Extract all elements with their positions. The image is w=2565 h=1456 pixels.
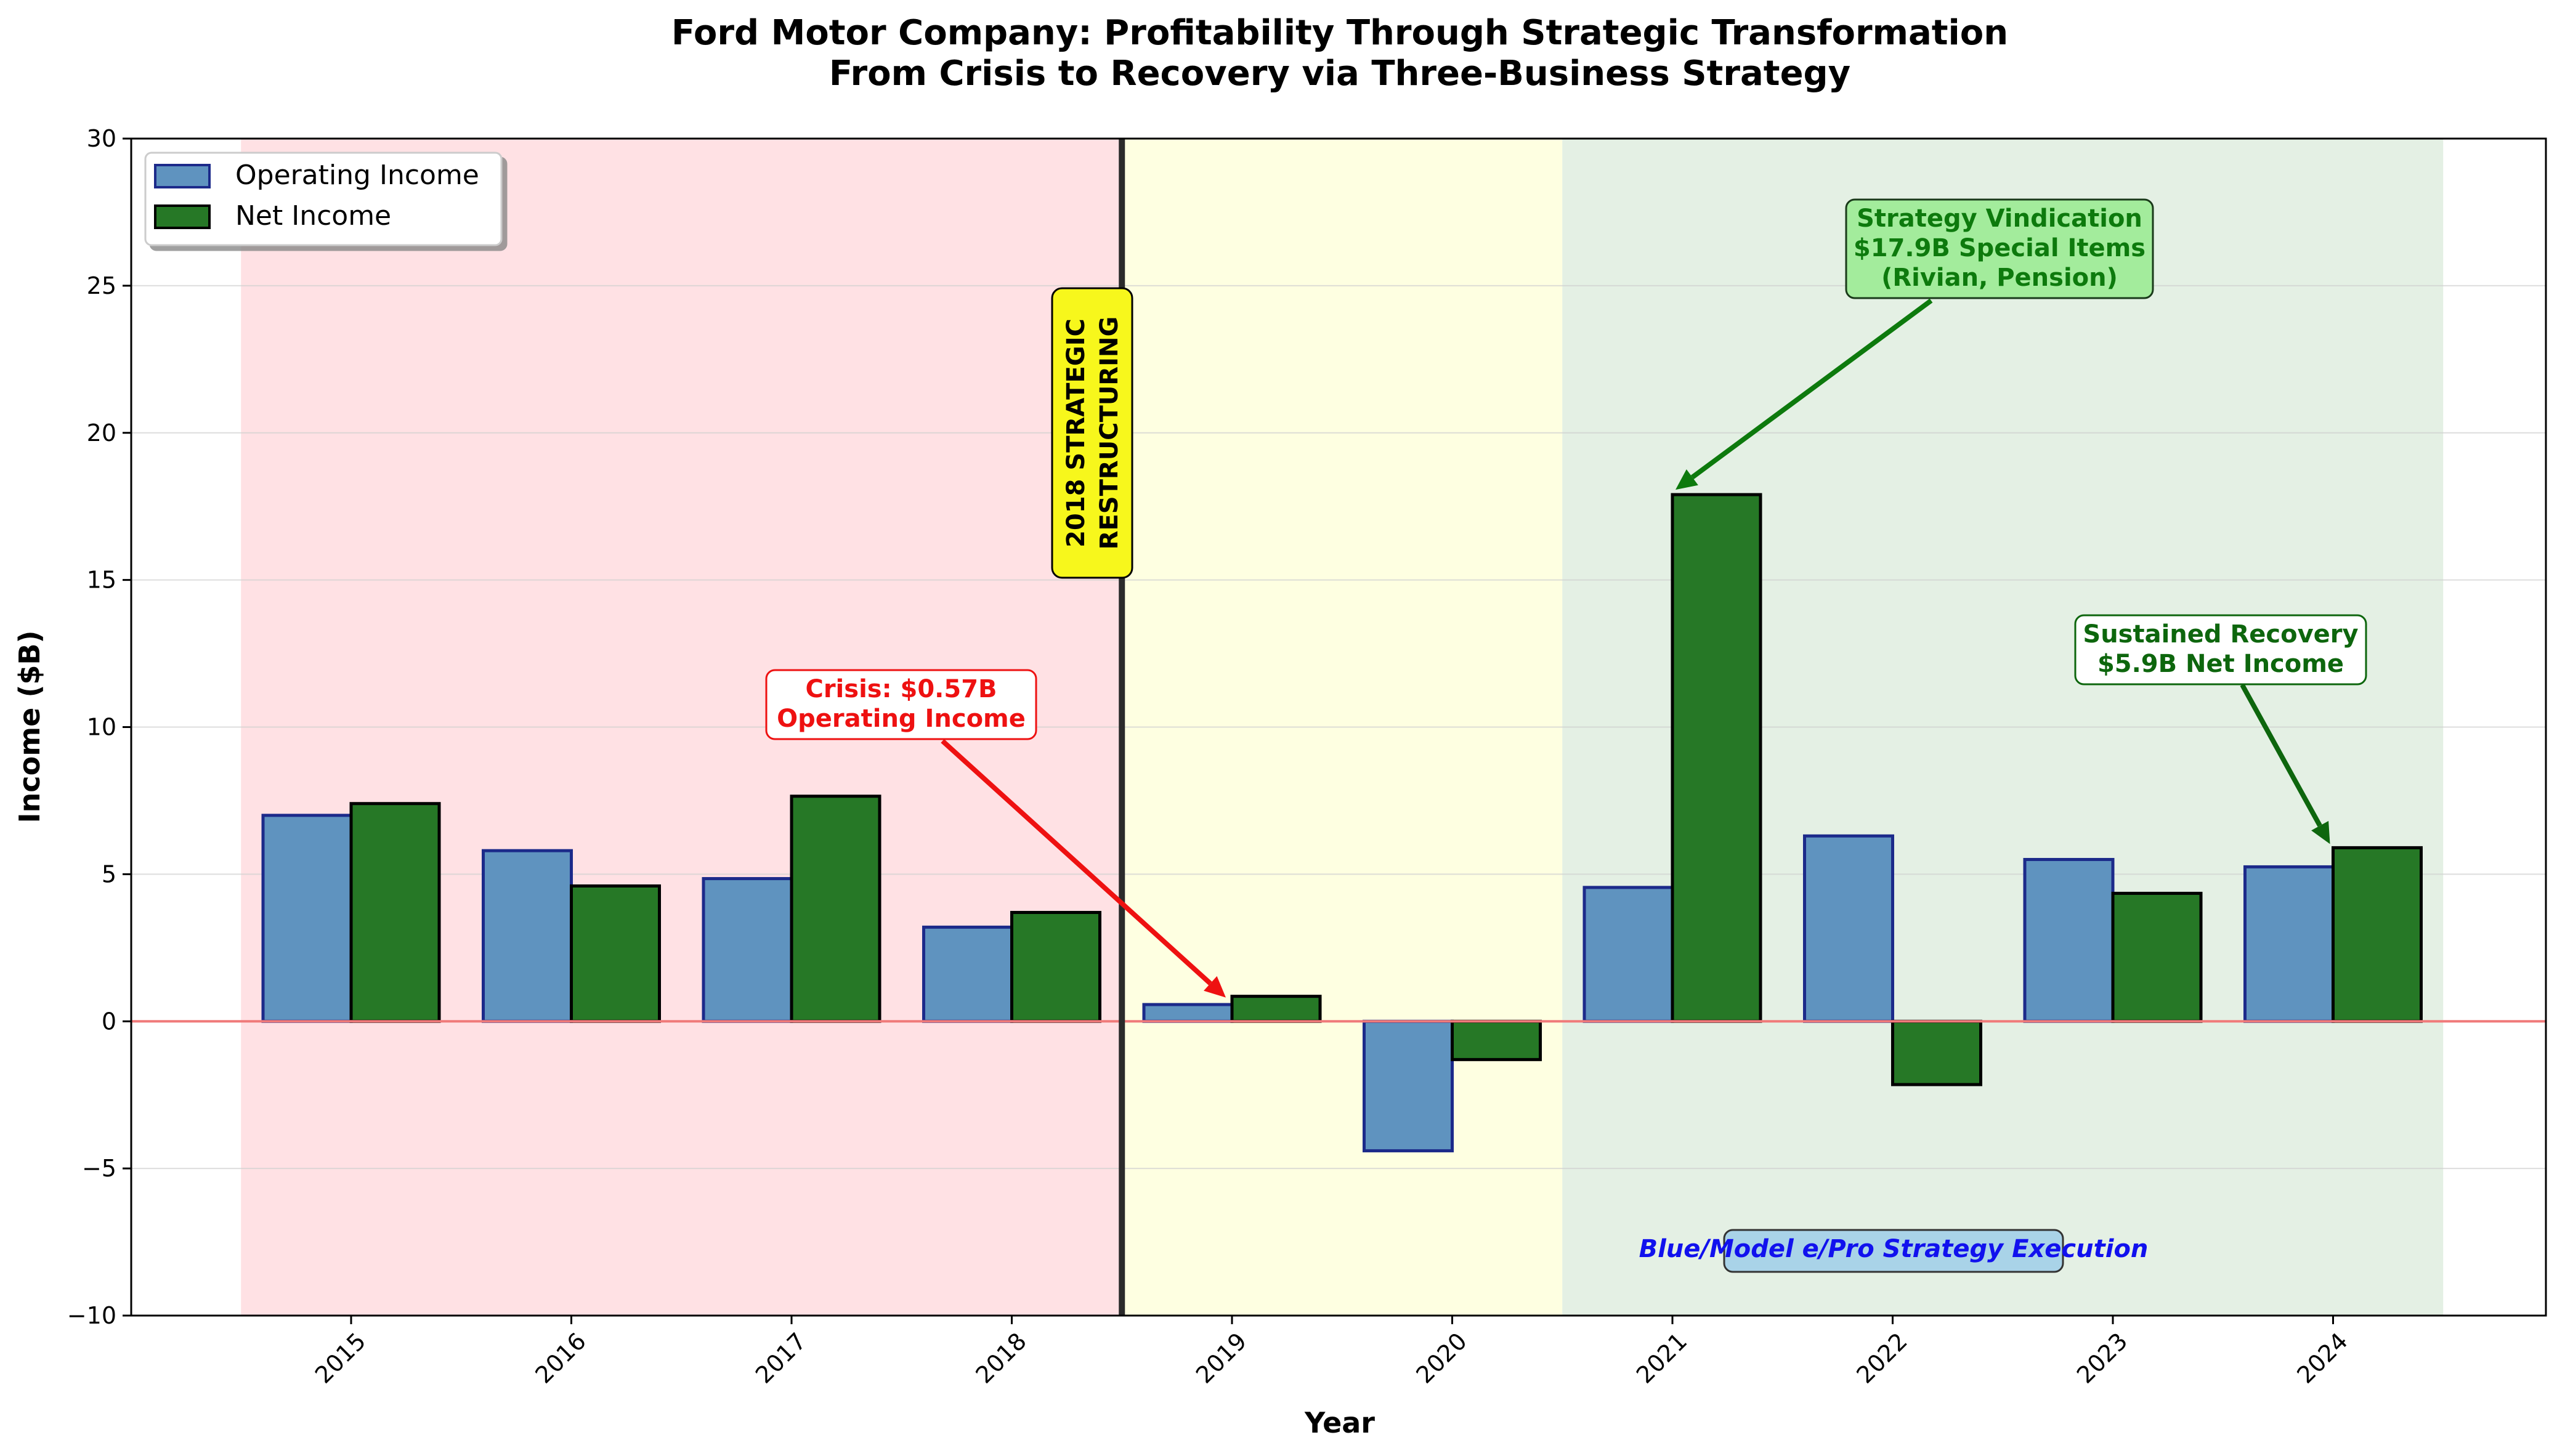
y-tick-label-3: 5 [102, 860, 116, 888]
vindication-label-box [1845, 198, 2154, 299]
bar-net-income-2024 [2332, 846, 2423, 1023]
vindication-arrowhead [1676, 469, 1698, 490]
restructuring-label: 2018 STRATEGIC RESTRUCTURING [1051, 287, 1133, 579]
y-tick-label-7: 25 [87, 272, 116, 299]
legend-swatch-1 [154, 204, 211, 229]
bar-operating-income-2022 [1803, 834, 1894, 1023]
legend-label-0: Operating Income [235, 160, 479, 191]
bar-operating-income-2023 [2023, 857, 2115, 1023]
restructuring-label-line-0: 2018 STRATEGIC [1062, 318, 1090, 548]
vindication-label-line-2: (Rivian, Pension) [1881, 264, 2118, 292]
y-tick-label-6: 20 [87, 419, 116, 447]
y-axis-ticks: −10 −5 0 5 10 15 20 25 30 [67, 125, 131, 1329]
vindication-arrow [1690, 298, 1933, 480]
legend-swatch-0 [154, 164, 211, 188]
y-tick-label-8: 30 [87, 125, 116, 152]
bar-operating-income-2019 [1142, 1003, 1234, 1023]
y-tick-label-5: 15 [87, 567, 116, 594]
crisis-label-box [765, 669, 1037, 740]
recovery-label-box [2074, 614, 2367, 686]
execution-label-line-0: Blue/Model e/Pro Strategy Execution [1639, 1235, 2149, 1263]
recovery-label-line-1: $5.9B Net Income [2097, 650, 2344, 678]
recovery-arrow [2240, 684, 2322, 827]
recovery-arrowhead [2311, 820, 2330, 844]
y-tick-label-4: 10 [87, 714, 116, 741]
crisis-arrow [941, 739, 1212, 985]
x-axis-title: Year [1304, 1406, 1375, 1439]
legend-box [144, 152, 503, 246]
bar-net-income-2017 [790, 795, 881, 1023]
restructuring-label-box [1051, 287, 1133, 579]
bar-operating-income-2021 [1582, 886, 1674, 1023]
bar-operating-income-2018 [922, 925, 1013, 1023]
annotations: 2018 STRATEGIC RESTRUCTURING Crisis: $0.57… [765, 198, 2367, 1273]
recovery-label-line-0: Sustained Recovery [2083, 620, 2358, 649]
execution-label-box [1723, 1229, 2064, 1273]
bar-net-income-2015 [349, 802, 441, 1023]
y-axis-title: Income ($B) [13, 631, 46, 823]
y-tick-label-0: −10 [67, 1302, 116, 1329]
bar-net-income-2021 [1671, 493, 1762, 1023]
bar-net-income-2023 [2111, 891, 2203, 1023]
legend-items: Operating Income Net Income [154, 160, 479, 232]
bar-operating-income-2015 [261, 814, 353, 1023]
bars [261, 493, 2423, 1152]
bar-net-income-2022 [1891, 1019, 1982, 1086]
bar-net-income-2020 [1451, 1019, 1542, 1061]
chart-title: Ford Motor Company: Profitability Throug… [671, 13, 2008, 53]
legend-label-1: Net Income [235, 200, 391, 232]
crisis-label-line-0: Crisis: $0.57B [805, 675, 997, 703]
vindication-label-line-1: $17.9B Special Items [1854, 234, 2146, 262]
crisis-arrowhead [1204, 976, 1226, 998]
bar-operating-income-2024 [2243, 865, 2335, 1023]
bar-net-income-2016 [570, 884, 661, 1023]
restructuring-label-line-1: RESTRUCTURING [1095, 317, 1124, 550]
crisis-label-line-1: Operating Income [777, 705, 1026, 733]
legend [144, 152, 503, 246]
y-tick-label-1: −5 [82, 1155, 116, 1182]
bar-operating-income-2020 [1363, 1019, 1454, 1152]
bar-net-income-2018 [1010, 910, 1101, 1023]
bar-operating-income-2016 [482, 849, 573, 1023]
bar-net-income-2019 [1230, 995, 1322, 1023]
chart-subtitle: From Crisis to Recovery via Three-Busine… [829, 54, 1850, 94]
bar-operating-income-2017 [702, 877, 793, 1023]
vindication-label-line-0: Strategy Vindication [1857, 204, 2142, 233]
y-tick-label-2: 0 [102, 1008, 116, 1035]
